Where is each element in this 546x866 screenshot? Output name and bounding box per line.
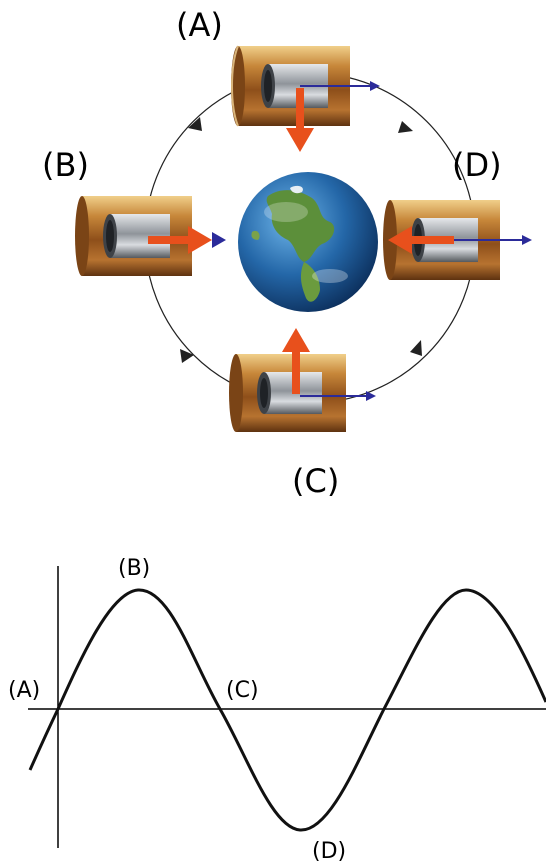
earth-globe: [238, 172, 378, 312]
graph-label-c: (C): [226, 678, 259, 703]
force-arrow-b: [148, 226, 212, 254]
diagram-label-d: (D): [452, 146, 502, 184]
graph-label-a: (A): [8, 678, 40, 703]
capsule-c: [229, 354, 346, 432]
graph-label-d: (D): [312, 839, 346, 864]
graph-label-b: (B): [118, 556, 150, 581]
orbit-arrow-icon-upper-left: [188, 117, 202, 131]
force-arrow-a: [286, 88, 314, 152]
diagram-label-a: (A): [176, 6, 223, 44]
diagram-label-c: (C): [292, 462, 339, 500]
diagram-label-b: (B): [42, 146, 89, 184]
graph-sine-curve: [28, 588, 546, 832]
orbit-arrow-icon-lower-right: [410, 340, 422, 356]
orbit-arrow-icon-lower-left: [180, 349, 194, 363]
orbit-arrow-icon-upper-right: [398, 121, 413, 133]
force-arrow-d: [388, 226, 454, 254]
velocity-arrow-b: [212, 232, 226, 248]
force-arrow-c: [282, 328, 310, 394]
